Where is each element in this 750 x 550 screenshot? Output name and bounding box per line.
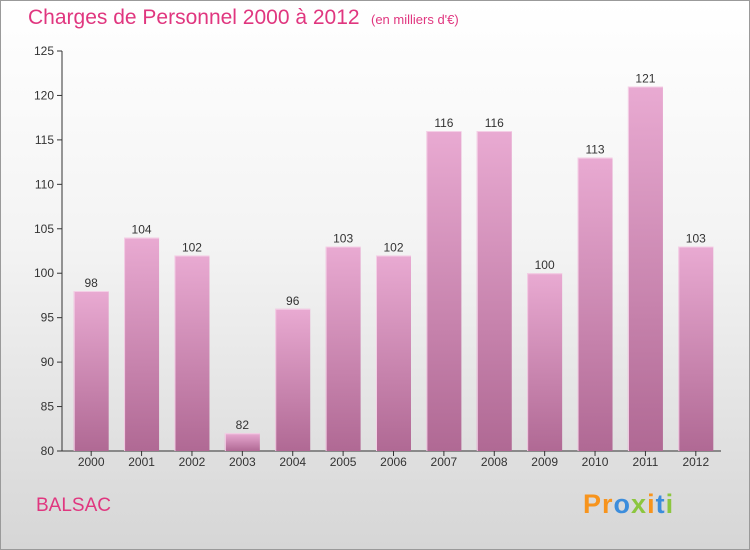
x-tick-label: 2001 bbox=[128, 455, 155, 469]
data-label: 102 bbox=[182, 240, 202, 254]
bar-2008 bbox=[476, 131, 512, 451]
x-tick-label: 2000 bbox=[78, 455, 105, 469]
data-label: 82 bbox=[236, 418, 250, 432]
data-label: 116 bbox=[485, 116, 504, 130]
y-tick-label: 100 bbox=[34, 266, 54, 280]
bar-2000 bbox=[73, 291, 109, 451]
data-label: 100 bbox=[535, 258, 555, 272]
x-tick-label: 2012 bbox=[682, 455, 709, 469]
data-label: 103 bbox=[333, 232, 353, 246]
bar-2012 bbox=[678, 246, 714, 451]
chart-title: Charges de Personnel 2000 à 2012 bbox=[28, 6, 360, 29]
chart-subtitle: (en milliers d'€) bbox=[371, 12, 459, 27]
x-tick-label: 2007 bbox=[431, 455, 458, 469]
bar-2001 bbox=[124, 237, 160, 451]
bar-2010 bbox=[577, 157, 613, 451]
bar-2003 bbox=[224, 433, 260, 451]
y-tick-label: 120 bbox=[34, 88, 54, 102]
y-tick-label: 80 bbox=[41, 444, 55, 458]
y-tick-label: 105 bbox=[34, 222, 54, 236]
data-label: 102 bbox=[383, 240, 403, 254]
data-label: 104 bbox=[132, 223, 152, 237]
data-label: 113 bbox=[585, 143, 604, 157]
data-label: 96 bbox=[286, 294, 300, 308]
x-tick-label: 2006 bbox=[380, 455, 407, 469]
bar-2004 bbox=[275, 308, 311, 451]
y-tick-label: 125 bbox=[34, 44, 54, 58]
bar-2005 bbox=[325, 246, 361, 451]
bar-2011 bbox=[627, 86, 663, 452]
data-label: 116 bbox=[434, 116, 453, 130]
y-tick-label: 115 bbox=[35, 133, 54, 147]
x-tick-label: 2010 bbox=[582, 455, 609, 469]
x-tick-label: 2003 bbox=[229, 455, 256, 469]
x-tick-label: 2011 bbox=[633, 455, 659, 469]
data-label: 121 bbox=[635, 72, 655, 86]
bar-2006 bbox=[376, 255, 411, 451]
y-tick-label: 110 bbox=[35, 177, 54, 191]
bar-2002 bbox=[174, 255, 210, 451]
x-tick-label: 2005 bbox=[330, 455, 357, 469]
x-tick-label: 2009 bbox=[531, 455, 558, 469]
bar-2009 bbox=[527, 273, 563, 451]
proxiti-logo: Proxiti bbox=[583, 489, 675, 519]
y-tick-label: 85 bbox=[41, 400, 55, 414]
bar-2007 bbox=[426, 131, 462, 451]
data-label: 103 bbox=[686, 232, 706, 246]
data-label: 98 bbox=[85, 276, 99, 290]
y-tick-label: 95 bbox=[41, 311, 55, 325]
x-tick-label: 2004 bbox=[279, 455, 306, 469]
y-tick-label: 90 bbox=[41, 355, 55, 369]
x-tick-label: 2002 bbox=[179, 455, 206, 469]
x-tick-label: 2008 bbox=[481, 455, 508, 469]
commune-name: BALSAC bbox=[36, 495, 111, 516]
